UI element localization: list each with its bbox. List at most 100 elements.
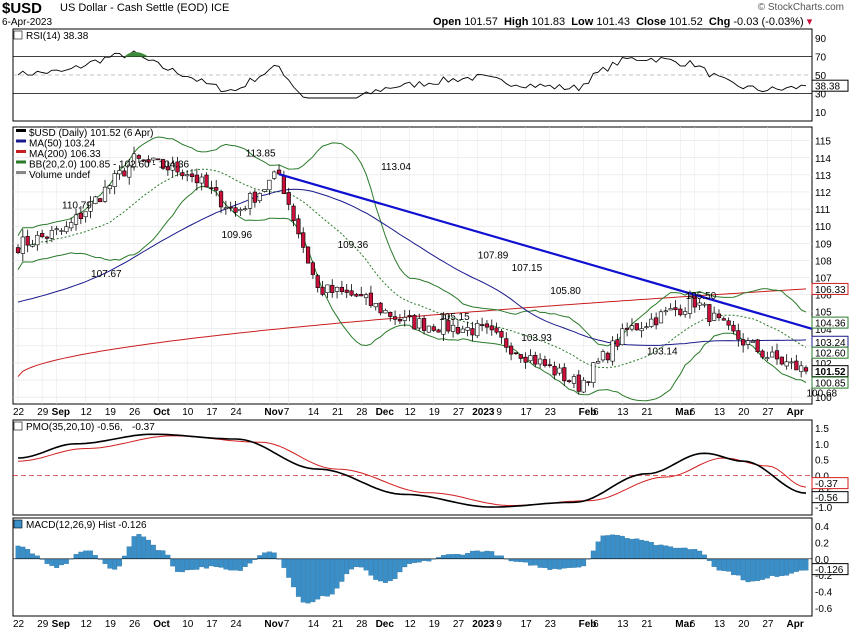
pmo-tick-label: 1.0 xyxy=(815,440,829,451)
chg-value: -0.03 (-0.03%) xyxy=(733,16,804,28)
pmo-tag-box xyxy=(811,477,849,490)
macd-hist-bar xyxy=(774,558,780,577)
x-tick-label: 27 xyxy=(453,407,465,418)
x-tick-label: 27 xyxy=(762,407,774,418)
candle-body xyxy=(272,171,277,179)
x-tick-label: 20 xyxy=(738,619,750,630)
candle-body xyxy=(59,230,64,232)
x-tick-label: 2023 xyxy=(472,407,495,418)
macd-hist-bar xyxy=(639,539,645,559)
candle-body xyxy=(803,367,809,372)
candle-body xyxy=(596,361,601,364)
price-tick-label: 111 xyxy=(815,205,831,216)
pmo-legend-text: PMO(35,20,10) -0.56, xyxy=(26,422,123,433)
candle-body xyxy=(165,166,170,171)
macd-hist-bar xyxy=(484,550,490,559)
candle-body xyxy=(615,339,620,347)
candle-body xyxy=(127,164,132,178)
candle-body xyxy=(567,380,572,382)
candle-body xyxy=(736,330,741,340)
candle-body xyxy=(117,170,122,175)
price-annotation: 105.50 xyxy=(686,291,717,302)
candle-body xyxy=(610,340,615,362)
candle-body xyxy=(586,381,591,383)
candle-body xyxy=(426,325,432,333)
x-tick-label: 13 xyxy=(714,619,726,630)
candle-body xyxy=(697,302,702,306)
candle-body xyxy=(64,226,69,233)
candle-body xyxy=(634,323,639,331)
candle-body xyxy=(214,187,219,191)
x-tick-label: Mar xyxy=(675,619,693,630)
pmo-frame xyxy=(12,419,813,516)
x-axis-bottom: 22 29 Sep 12 19 26 Oct 10 17 24 Nov 7 14 21 28 Dec 12 19 2… xyxy=(13,619,804,630)
close-label: Close xyxy=(636,16,667,28)
candle-body xyxy=(605,352,610,361)
macd-hist-bar xyxy=(523,558,529,563)
candle-body xyxy=(649,318,654,327)
macd-hist-bar xyxy=(54,558,60,568)
macd-hist-bar xyxy=(784,558,790,576)
macd-hist-bar xyxy=(581,558,587,567)
pmo-legend-swatch xyxy=(13,421,23,431)
candle-body xyxy=(421,318,427,331)
macd-hist-bar xyxy=(494,555,500,559)
macd-hist-bar xyxy=(78,551,84,559)
macd-hist-bar xyxy=(189,558,195,570)
macd-hist-bar xyxy=(644,540,649,559)
macd-hist-bar xyxy=(25,549,31,559)
candle-body xyxy=(397,319,403,322)
rsi-legend-swatch xyxy=(13,30,23,40)
macd-hist-bar xyxy=(49,558,55,566)
macd-hist-bar xyxy=(600,535,606,559)
rsi-legend-text: RSI(14) 38.38 xyxy=(26,31,89,42)
legend-swatch xyxy=(16,139,26,143)
candle-body xyxy=(252,191,257,203)
macd-hist-bar xyxy=(150,544,156,559)
macd-hist-bar xyxy=(789,558,794,574)
legend-swatch xyxy=(16,171,26,174)
price-annotation: 107.67 xyxy=(91,269,122,280)
candle-body xyxy=(373,303,378,308)
price-tick-label: 108 xyxy=(815,256,832,267)
macd-hist-bar xyxy=(760,558,765,580)
macd-hist-bar xyxy=(194,558,200,570)
x-tick-label: 10 xyxy=(182,407,194,418)
candle-body xyxy=(136,155,141,159)
down-arrow-icon: ▾ xyxy=(806,16,813,28)
candle-body xyxy=(189,173,195,177)
candle-body xyxy=(489,325,494,331)
macd-hist-bar xyxy=(619,535,625,559)
candle-body xyxy=(571,376,577,384)
chart-date: 6-Apr-2023 xyxy=(2,17,53,28)
candle-body xyxy=(349,290,354,296)
price-panel: 1151141131121111101091081071061051041031… xyxy=(12,126,849,405)
x-tick-label: 2023 xyxy=(472,619,495,630)
macd-hist-bar xyxy=(397,558,403,573)
candle-body xyxy=(49,230,54,239)
macd-hist-bar xyxy=(324,558,330,597)
macd-hist-bar xyxy=(83,550,89,559)
macd-hist-bar xyxy=(648,541,654,559)
price-tick-label: 115 xyxy=(815,137,831,148)
x-tick-label: 20 xyxy=(738,407,750,418)
macd-hist-bar xyxy=(474,550,480,559)
candle-body xyxy=(30,244,35,247)
macd-hist-bar xyxy=(721,558,727,571)
macd-tick-label: -0.4 xyxy=(815,588,833,599)
price-tag-box xyxy=(811,346,849,359)
macd-hist-bar xyxy=(634,538,640,559)
macd-hist-bar xyxy=(532,558,538,566)
macd-hist-bar xyxy=(271,552,277,559)
candle-body xyxy=(450,324,456,332)
macd-hist-bar xyxy=(407,558,413,564)
macd-hist-bar xyxy=(566,558,572,568)
price-tick-label: 106 xyxy=(815,291,832,302)
x-tick-label: 7 xyxy=(284,619,290,630)
rsi-tick-label: 50 xyxy=(815,71,827,82)
trendline xyxy=(278,173,813,330)
macd-hist-bar xyxy=(590,550,596,559)
pmo-tick-label: 0.0 xyxy=(815,471,829,482)
x-tick-label: 12 xyxy=(81,619,93,630)
candle-body xyxy=(668,308,673,311)
